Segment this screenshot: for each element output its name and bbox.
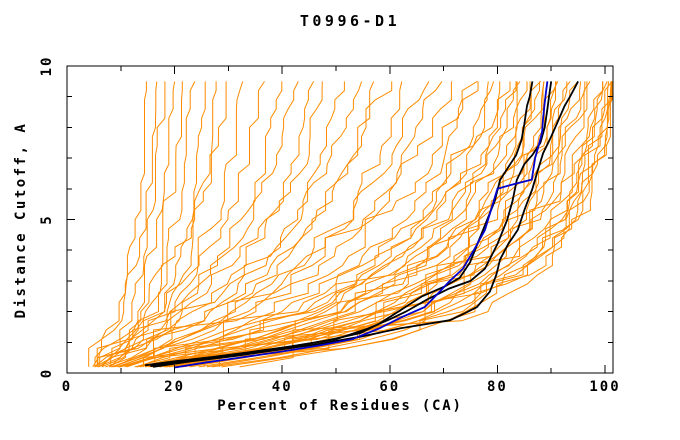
model-curve: [94, 81, 166, 367]
model-curve: [97, 81, 206, 367]
model-curve: [148, 81, 531, 368]
model-curve: [97, 81, 323, 367]
y-tick-label: 0: [39, 368, 55, 378]
axis-ticks: [66, 65, 613, 374]
model-curve: [99, 81, 227, 367]
model-curve: [94, 81, 196, 368]
x-axis-label: Percent of Residues (CA): [217, 398, 463, 414]
model-curve: [112, 81, 375, 368]
model-curve: [94, 81, 299, 368]
y-axis-label: Distance Cutoff, A: [13, 121, 29, 319]
model-curve: [182, 81, 604, 368]
blue-highlight-curve: [174, 81, 549, 369]
orange-model-curves: [88, 80, 613, 368]
highlight-model-curve: [174, 81, 549, 369]
model-curve: [143, 81, 511, 367]
model-curve: [137, 81, 517, 368]
model-curve: [105, 81, 393, 368]
x-tick-label: 80: [487, 379, 508, 395]
model-curve: [92, 81, 158, 368]
model-curve: [139, 81, 528, 368]
model-curve: [111, 81, 430, 368]
x-tick-label: 20: [164, 379, 185, 395]
model-curve: [119, 81, 501, 368]
black-selected-curves: [144, 80, 579, 368]
chart-title: T0996-D1: [299, 12, 401, 30]
model-curve: [178, 81, 571, 368]
model-curve: [96, 81, 183, 367]
selected-model-curve: [150, 81, 553, 368]
model-curve: [88, 81, 147, 367]
model-curve: [98, 81, 265, 368]
x-tick-labels: 0 20 40 60 80 100: [62, 379, 620, 395]
model-curve: [101, 81, 363, 368]
model-curve: [189, 81, 588, 368]
x-tick-label: 40: [272, 379, 293, 395]
model-curve: [168, 81, 586, 368]
model-curve: [110, 81, 315, 367]
model-curve: [134, 81, 495, 368]
model-curve: [219, 81, 610, 367]
model-curve: [126, 81, 479, 368]
model-curve: [159, 81, 545, 368]
selected-model-curve: [152, 80, 579, 368]
x-tick-label: 100: [589, 379, 620, 395]
model-curve: [186, 81, 612, 367]
model-curve: [144, 81, 518, 368]
model-curve: [154, 81, 542, 367]
y-tick-label: 5: [39, 214, 55, 224]
model-curve: [101, 81, 176, 368]
model-curve: [239, 81, 613, 368]
model-curve: [119, 81, 489, 368]
x-tick-label: 60: [379, 379, 400, 395]
x-tick-label: 0: [62, 379, 72, 395]
y-tick-labels: 0 5 10: [39, 56, 55, 379]
model-curve: [176, 81, 582, 367]
y-tick-label: 10: [39, 56, 55, 77]
model-curve: [153, 81, 545, 368]
model-curve: [124, 80, 478, 368]
model-curve: [97, 81, 244, 368]
